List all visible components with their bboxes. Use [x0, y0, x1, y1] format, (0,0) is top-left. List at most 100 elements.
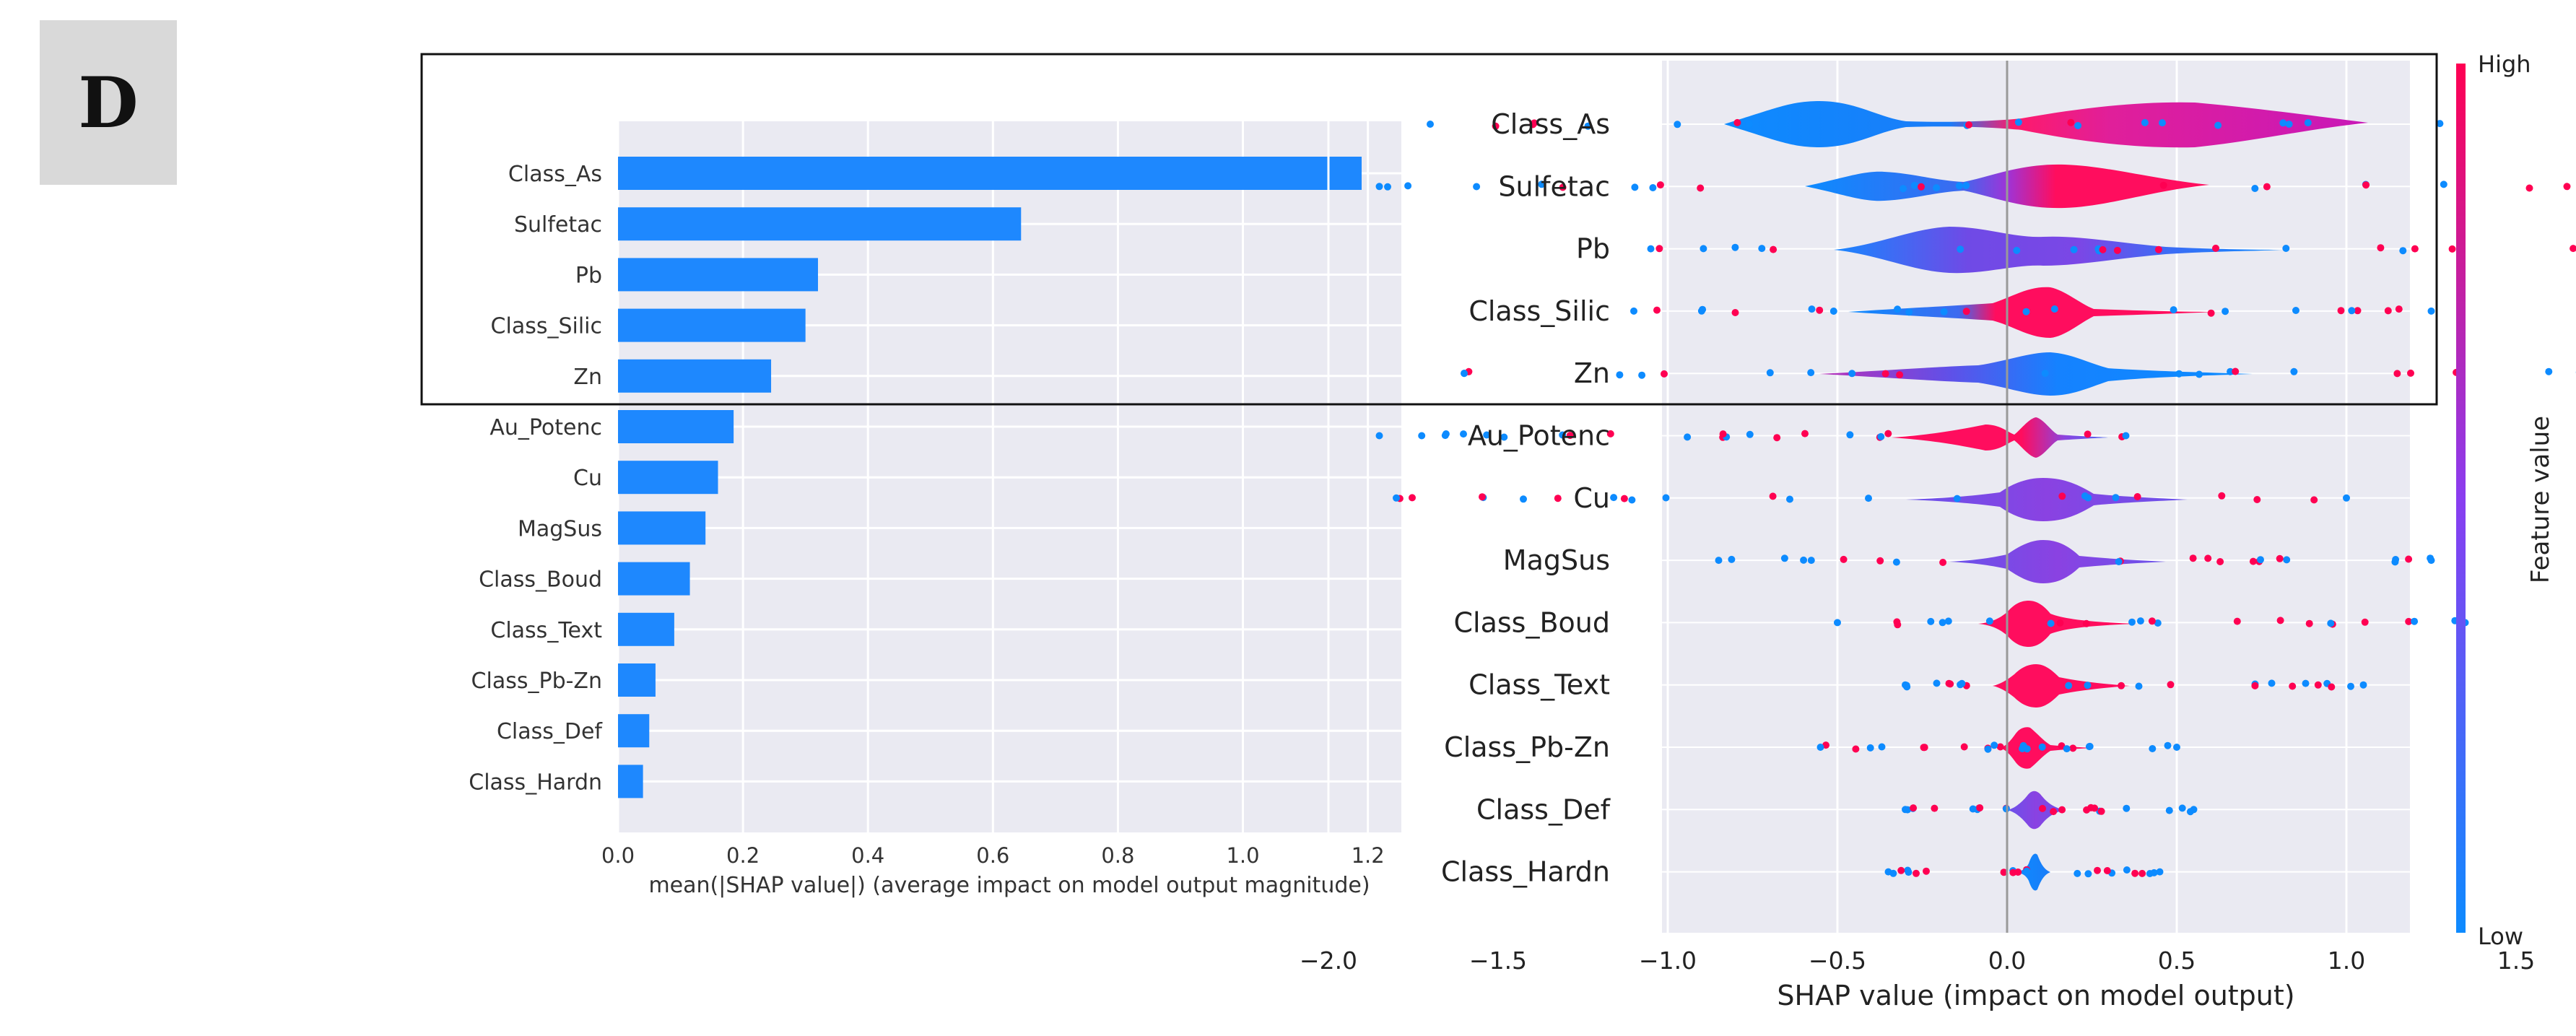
- shap-dot-min: [1647, 245, 1655, 253]
- shap-dot: [2097, 807, 2105, 815]
- shap-dot: [2019, 745, 2027, 752]
- shap-x-tick-label: −2.0: [1300, 946, 1357, 975]
- shap-dot: [2154, 245, 2162, 253]
- shap-dot: [1559, 431, 1567, 439]
- shap-dot: [1656, 181, 1664, 189]
- shap-dot: [2327, 619, 2335, 627]
- shap-dot: [2113, 246, 2121, 254]
- shap-dot: [2013, 246, 2021, 254]
- shap-dot: [1745, 121, 1753, 128]
- shap-dot: [2081, 492, 2089, 500]
- shap-dot: [1773, 434, 1781, 442]
- bar-marks: [618, 157, 1362, 798]
- shap-dot: [1984, 745, 1992, 753]
- bar-magsus: [618, 511, 706, 545]
- shap-dot: [2074, 122, 2082, 129]
- shap-feature-label: MagSus: [1503, 544, 1610, 576]
- bar-class-def: [618, 714, 650, 748]
- shap-dot: [2283, 556, 2291, 564]
- shap-dot: [1958, 679, 1966, 687]
- top-features-highlight-box: [420, 53, 2438, 406]
- shap-dot: [2150, 869, 2158, 876]
- shap-dot: [2253, 496, 2261, 503]
- shap-dot: [1927, 617, 1935, 625]
- shap-dot: [2196, 370, 2203, 378]
- bar-zn: [618, 359, 772, 393]
- bar-category-label: Class_As: [508, 162, 602, 187]
- shap-dot: [1638, 371, 1646, 379]
- bar-category-label: Class_Hardn: [469, 770, 602, 795]
- shap-x-tick-label: 0.5: [2158, 946, 2196, 975]
- shap-dot: [1473, 183, 1481, 191]
- shap-dot: [2440, 180, 2447, 188]
- shap-dot: [1758, 245, 1766, 253]
- shap-dot: [1877, 432, 1885, 440]
- shap-dot: [1733, 118, 1741, 126]
- shap-dot: [2050, 808, 2058, 816]
- shap-dot: [2279, 119, 2287, 127]
- shap-dot: [1923, 867, 1930, 875]
- shap-dot: [2148, 617, 2156, 625]
- shap-feature-labels: Class_As Sulfetac Pb Class_Silic Zn Au_Potenc…: [1441, 108, 1611, 888]
- shap-dot-min: [1902, 806, 1909, 814]
- shap-dot: [2056, 619, 2064, 627]
- shap-x-tick-label: 1.0: [2328, 946, 2365, 975]
- shap-dot: [1846, 431, 1854, 439]
- shap-dots: [1375, 118, 2576, 878]
- shap-dot: [2393, 370, 2401, 378]
- shap-dot: [1985, 617, 1993, 625]
- shap-dot: [1933, 184, 1941, 192]
- shap-dot: [2189, 554, 2197, 562]
- shap-dot: [1946, 680, 1954, 688]
- panel-label: D: [40, 20, 177, 185]
- shap-dot: [1606, 430, 1614, 438]
- bar-class-boud: [618, 562, 690, 596]
- shap-dot: [2149, 745, 2157, 752]
- shap-dot: [2212, 244, 2219, 252]
- shap-feature-label: Class_Def: [1476, 793, 1611, 825]
- shap-dot: [2328, 683, 2336, 691]
- shap-dot: [2218, 492, 2226, 500]
- bar-x-tick-label: 0.2: [726, 843, 760, 868]
- shap-dot: [1904, 866, 1912, 874]
- shap-dot: [2000, 869, 2008, 876]
- bar-x-axis-label: mean(|SHAP value|) (average impact on mo…: [648, 873, 1370, 898]
- shap-x-tick-label: −1.0: [1639, 946, 1697, 975]
- bar-class-pb-zn: [618, 663, 656, 697]
- shap-dot: [2067, 118, 2075, 126]
- shap-dot: [1653, 306, 1661, 314]
- shap-dot: [2099, 245, 2107, 253]
- colorbar-low-label: Low: [2478, 923, 2523, 950]
- shap-dot: [1780, 554, 1788, 562]
- bar-category-label: Pb: [575, 263, 602, 288]
- shap-dot: [1418, 432, 1426, 440]
- shap-dot: [2050, 305, 2058, 313]
- bar-class-silic: [618, 308, 806, 342]
- shap-dot: [1700, 245, 1707, 253]
- shap-dot: [1962, 182, 1970, 189]
- bar-x-tick-label: 1.2: [1352, 843, 1385, 868]
- shap-dot: [1938, 619, 1946, 627]
- shap-dot: [1910, 804, 1918, 812]
- shap-dot-min: [1427, 121, 1434, 128]
- shap-dot: [1900, 185, 1907, 193]
- shap-dot: [2233, 617, 2241, 625]
- bar-category-label: Au_Potenc: [489, 415, 602, 440]
- bar-x-tick-label: 0.8: [1101, 843, 1134, 868]
- shap-dot: [2112, 494, 2120, 502]
- violin-zn: [1819, 352, 2253, 396]
- shap-dot: [1584, 122, 1592, 130]
- colorbar: [2456, 64, 2466, 933]
- shap-dot: [2411, 617, 2419, 625]
- shap-dot: [2525, 184, 2533, 192]
- shap-dot: [1878, 743, 1886, 751]
- shap-dot: [1655, 245, 1663, 253]
- shap-dot: [2131, 869, 2139, 877]
- shap-dot: [1976, 804, 1984, 811]
- violin-magsus: [1949, 540, 2166, 583]
- shap-x-tick-label: 1.5: [2497, 946, 2535, 975]
- shap-dot: [2392, 556, 2400, 563]
- shap-dot: [1918, 183, 1925, 191]
- shap-feature-label: Class_Pb-Zn: [1444, 731, 1610, 763]
- shap-dot: [2082, 619, 2090, 627]
